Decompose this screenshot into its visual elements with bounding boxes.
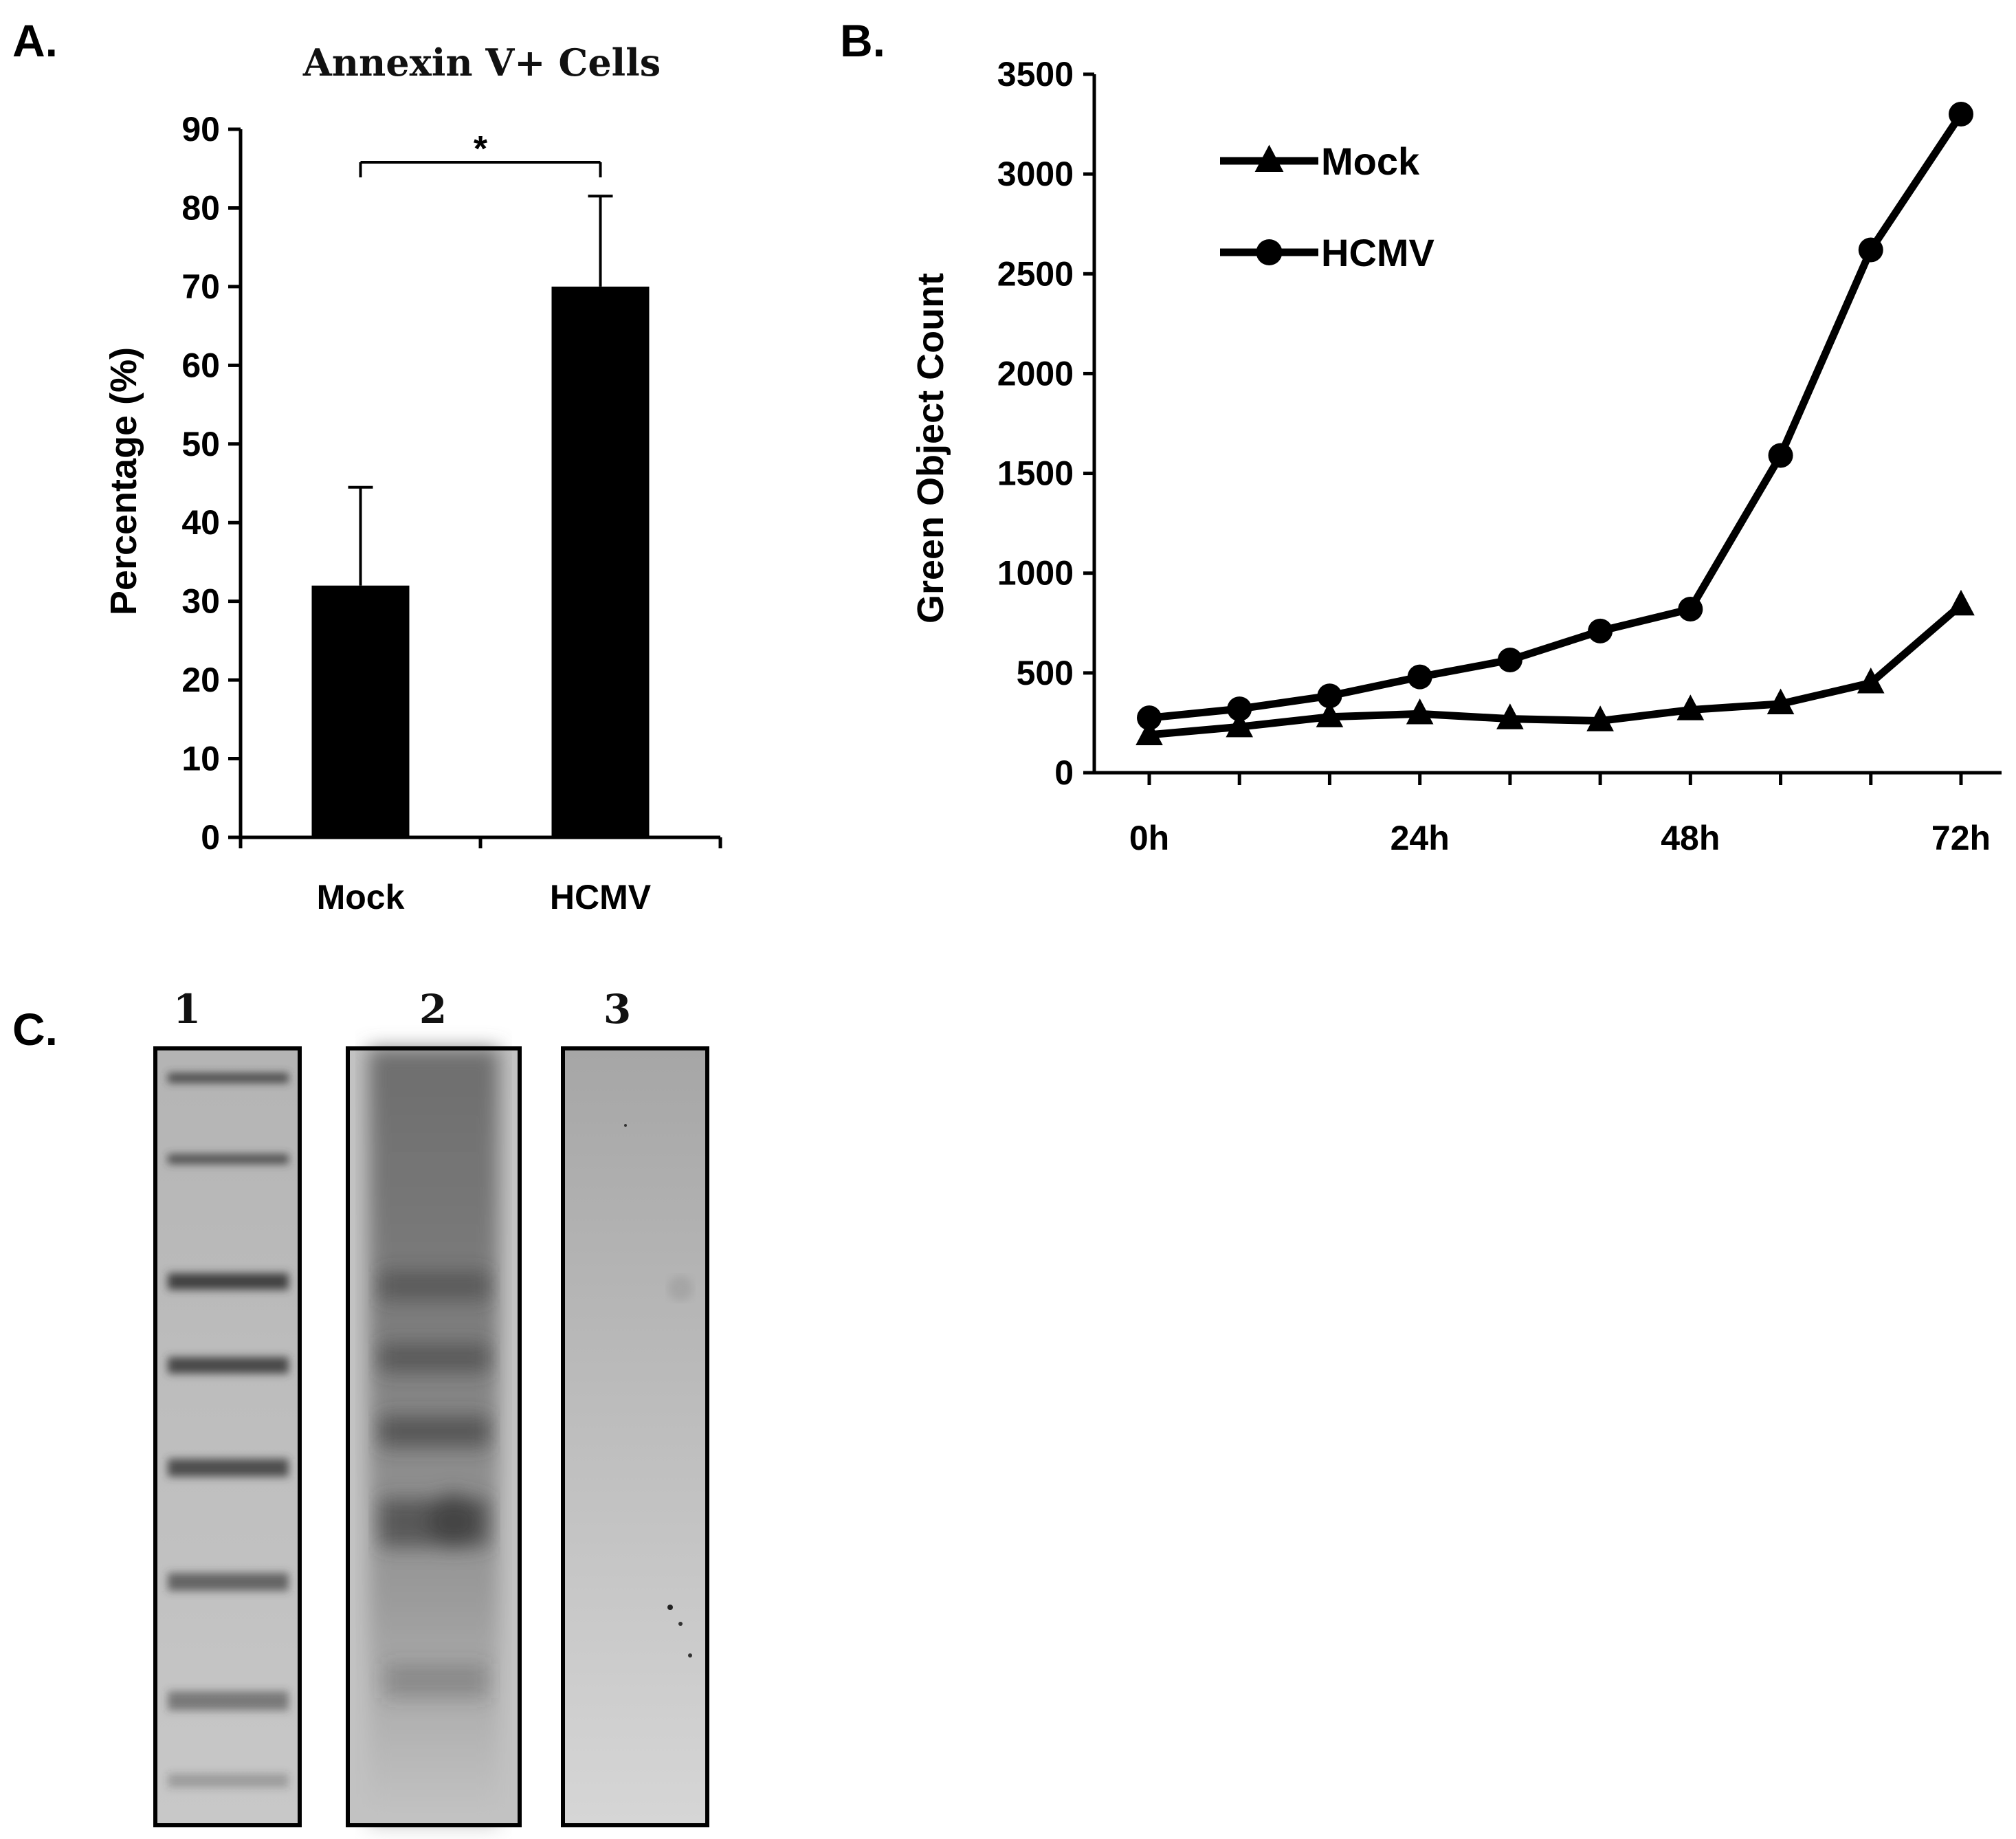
chart-b-xtick-label: 48h (1661, 819, 1720, 857)
chart-a-title: Annexin V+ Cells (302, 41, 661, 85)
chart-b-ytick-label: 1000 (997, 554, 1074, 593)
gel-lane-3-label: 3 (603, 986, 631, 1033)
chart-b-point-mock (1947, 589, 1975, 616)
chart-b-point-hcmv (1407, 664, 1432, 690)
chart-b-point-hcmv (1588, 618, 1613, 643)
chart-b-point-hcmv (1858, 237, 1883, 263)
chart-a-ytick-label: 0 (201, 818, 220, 857)
chart-b-series-line-hcmv (1149, 112, 1964, 722)
chart-b-point-hcmv (1137, 705, 1162, 731)
chart-b-ytick-label: 3500 (997, 55, 1074, 93)
chart-b-xtick-label: 0h (1129, 819, 1169, 857)
chart-b-point-mock (1316, 701, 1344, 727)
chart-a-ytick-label: 70 (181, 267, 220, 306)
gel-lane-2 (346, 1046, 522, 1827)
chart-b-legend-label: Mock (1321, 140, 1420, 183)
chart-b-point-hcmv (1497, 647, 1522, 672)
chart-a-ytick-label: 10 (181, 740, 220, 778)
panel-c-letter: C. (12, 1004, 58, 1055)
chart-a-category-label: HCMV (550, 878, 652, 916)
chart-a-ylabel: Percentage (%) (103, 347, 144, 615)
chart-b-xtick-label: 24h (1391, 819, 1450, 857)
chart-b-ylabel: Green Object Count (910, 273, 951, 624)
panel-a: A. Annexin V+ Cells Percentage (%) 0 10 20… (12, 15, 722, 916)
chart-a: 0 10 20 30 40 50 60 70 80 90 Mock HCMV * (181, 110, 722, 916)
chart-b-ytick-label: 0 (1054, 753, 1074, 792)
chart-b-ytick-label: 1500 (997, 454, 1074, 493)
chart-b-ytick-label: 3000 (997, 155, 1074, 193)
chart-b-point-mock (1857, 668, 1885, 694)
chart-a-ytick-label: 90 (181, 110, 220, 148)
chart-b-legend-label: HCMV (1321, 231, 1435, 274)
gel-lane-1-bands (168, 1073, 289, 1787)
chart-b-point-mock (1586, 705, 1614, 731)
chart-b-point-mock (1676, 694, 1705, 720)
chart-a-ytick-label: 30 (181, 582, 220, 621)
chart-b: 0 500 1000 1500 2000 2500 3000 3500 0h 24h 48h 72h M… (997, 55, 2002, 857)
chart-b-point-mock (1766, 688, 1795, 714)
panel-a-letter: A. (12, 15, 58, 66)
chart-b-legend-marker-hcmv (1256, 239, 1283, 265)
chart-b-point-hcmv (1678, 596, 1703, 621)
chart-b-ytick-label: 2500 (997, 254, 1074, 293)
chart-a-ytick-label: 80 (181, 188, 220, 227)
panel-b: B. Green Object Count 0 500 1000 1500 2000 25… (840, 15, 2002, 857)
chart-b-point-hcmv (1949, 102, 1973, 127)
chart-b-point-mock (1226, 711, 1254, 738)
chart-b-point-hcmv (1227, 696, 1252, 722)
chart-b-point-mock (1496, 703, 1524, 729)
gel-lane-1-label: 1 (173, 986, 201, 1033)
chart-b-point-mock (1136, 719, 1163, 745)
chart-a-bar (551, 286, 650, 837)
chart-b-point-hcmv (1317, 683, 1342, 709)
chart-a-category-label: Mock (317, 878, 405, 916)
panel-c: C. 1 2 3 (12, 986, 709, 1827)
chart-a-ytick-label: 40 (181, 503, 220, 542)
chart-b-point-hcmv (1768, 443, 1793, 468)
chart-b-point-mock (1406, 698, 1434, 725)
chart-b-xtick-label: 72h (1931, 819, 1991, 857)
gel-lane-1 (153, 1046, 302, 1827)
gel-lane-2-bands (379, 1272, 489, 1698)
chart-b-legend-marker-mock (1254, 144, 1284, 172)
chart-a-ytick-label: 50 (181, 425, 220, 463)
chart-b-ytick-label: 500 (1017, 654, 1074, 692)
chart-a-ytick-label: 60 (181, 346, 220, 384)
chart-b-series-line-mock (1149, 602, 1964, 739)
gel-lane-3 (561, 1046, 709, 1827)
gel-lane-2-label: 2 (419, 986, 447, 1033)
chart-a-ytick-label: 20 (181, 661, 220, 699)
chart-a-bar (311, 585, 410, 837)
panel-b-letter: B. (840, 15, 885, 66)
chart-a-significance-mark: * (474, 129, 488, 169)
chart-b-ytick-label: 2000 (997, 354, 1074, 393)
